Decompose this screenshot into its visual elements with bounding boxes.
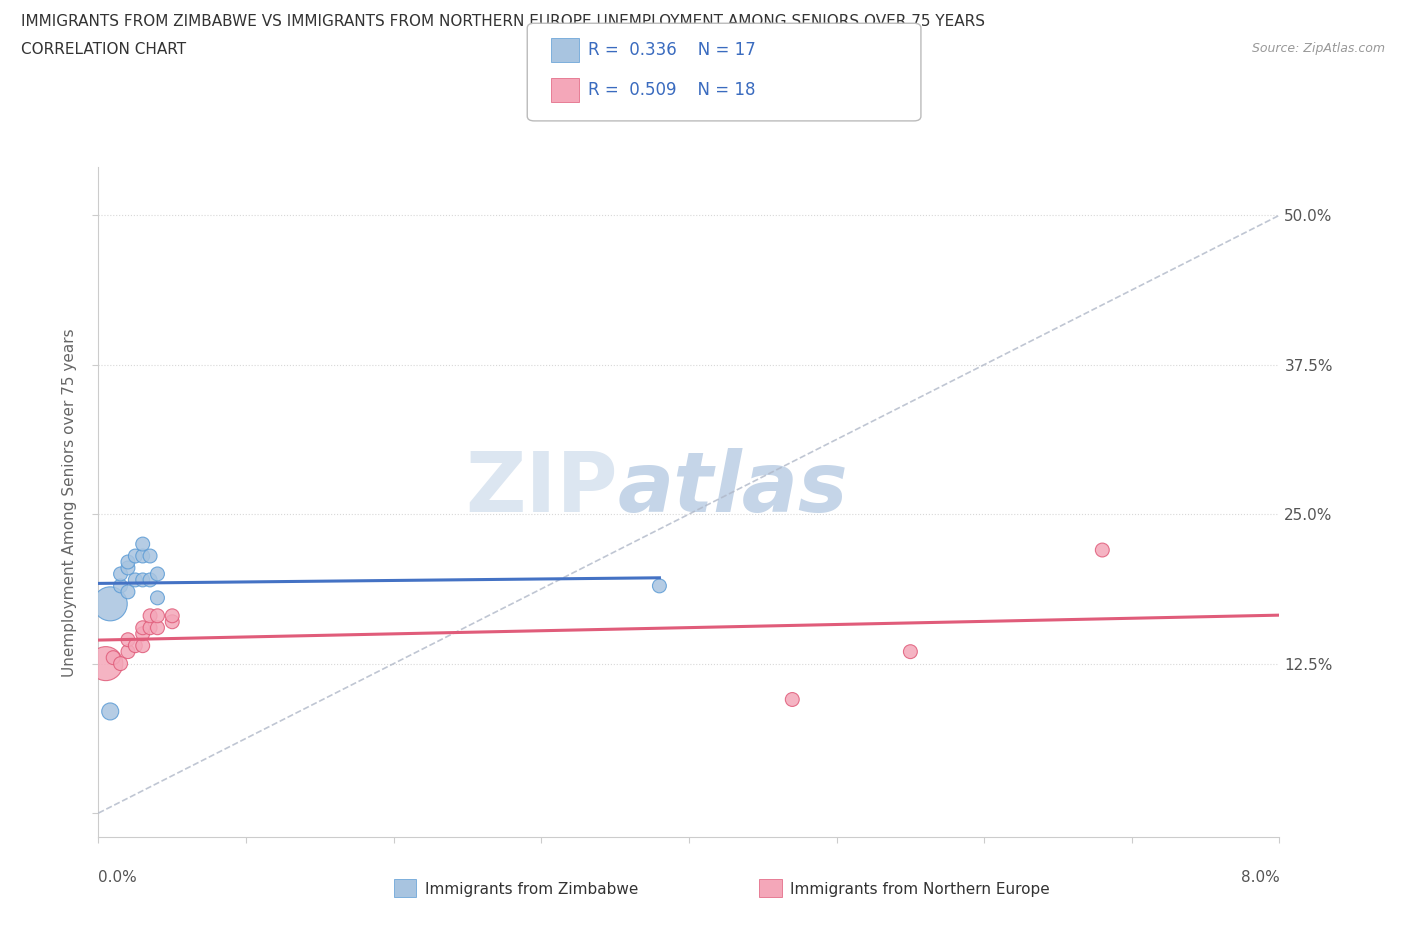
Point — [124, 573, 146, 588]
Point — [98, 704, 121, 719]
Point — [110, 566, 132, 581]
Point — [132, 638, 155, 653]
Point — [782, 692, 804, 707]
Point — [648, 578, 671, 593]
Point — [98, 596, 121, 611]
Y-axis label: Unemployment Among Seniors over 75 years: Unemployment Among Seniors over 75 years — [62, 328, 77, 676]
Point — [1091, 542, 1114, 557]
Point — [132, 537, 155, 551]
Point — [124, 549, 146, 564]
Point — [146, 566, 169, 581]
Point — [162, 608, 183, 623]
Point — [117, 561, 139, 576]
Text: 8.0%: 8.0% — [1240, 870, 1279, 885]
Point — [139, 608, 162, 623]
Text: Source: ZipAtlas.com: Source: ZipAtlas.com — [1251, 42, 1385, 55]
Point — [132, 626, 155, 641]
Text: ZIP: ZIP — [465, 448, 619, 529]
Point — [103, 650, 125, 665]
Point — [146, 620, 169, 635]
Point — [94, 657, 117, 671]
Point — [146, 591, 169, 605]
Point — [132, 620, 155, 635]
Point — [146, 608, 169, 623]
Point — [117, 584, 139, 599]
Text: R =  0.336    N = 17: R = 0.336 N = 17 — [588, 41, 755, 60]
Point — [117, 632, 139, 647]
Point — [900, 644, 922, 659]
Text: atlas: atlas — [619, 448, 849, 529]
Point — [139, 620, 162, 635]
Point — [132, 573, 155, 588]
Text: Immigrants from Zimbabwe: Immigrants from Zimbabwe — [425, 882, 638, 897]
Point — [139, 573, 162, 588]
Point — [139, 549, 162, 564]
Point — [117, 644, 139, 659]
Point — [117, 554, 139, 569]
Point — [162, 615, 183, 630]
Point — [124, 638, 146, 653]
Text: R =  0.509    N = 18: R = 0.509 N = 18 — [588, 81, 755, 100]
Text: IMMIGRANTS FROM ZIMBABWE VS IMMIGRANTS FROM NORTHERN EUROPE UNEMPLOYMENT AMONG S: IMMIGRANTS FROM ZIMBABWE VS IMMIGRANTS F… — [21, 14, 986, 29]
Point — [110, 657, 132, 671]
Point — [110, 578, 132, 593]
Point — [132, 549, 155, 564]
Text: 0.0%: 0.0% — [98, 870, 138, 885]
Text: Immigrants from Northern Europe: Immigrants from Northern Europe — [790, 882, 1050, 897]
Text: CORRELATION CHART: CORRELATION CHART — [21, 42, 186, 57]
